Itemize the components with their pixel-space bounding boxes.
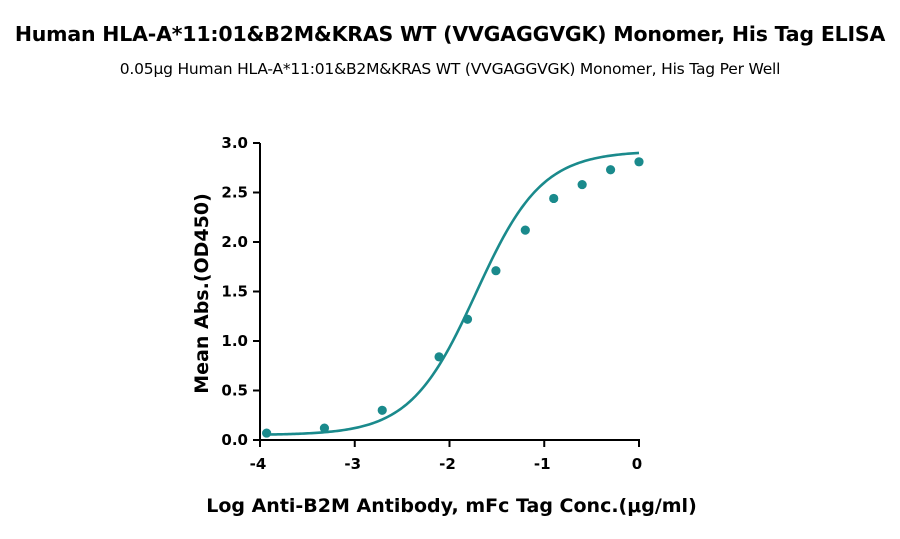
data-point bbox=[549, 193, 559, 204]
data-point bbox=[262, 428, 272, 438]
data-point bbox=[634, 157, 644, 167]
data-points bbox=[262, 157, 644, 438]
y-tick-label: 2.0 bbox=[221, 233, 248, 251]
y-tick-label: 3.0 bbox=[221, 134, 248, 152]
x-tick-label: -4 bbox=[250, 455, 267, 473]
x-ticks: -4 -3 -2 -1 0 bbox=[250, 440, 642, 473]
y-tick-label: 2.5 bbox=[221, 184, 248, 202]
data-point bbox=[377, 405, 387, 415]
y-axis-label: Mean Abs.(OD450) bbox=[191, 193, 213, 394]
y-tick-label: 1.5 bbox=[221, 283, 248, 301]
data-point bbox=[577, 179, 587, 190]
x-tick-label: -3 bbox=[344, 455, 361, 473]
x-tick-label: -1 bbox=[534, 455, 551, 473]
chart-title: Human HLA-A*11:01&B2M&KRAS WT (VVGAGGVGK… bbox=[14, 22, 886, 46]
x-axis-label: Log Anti-B2M Antibody, mFc Tag Conc.(μg/… bbox=[206, 495, 697, 517]
data-point bbox=[520, 225, 530, 235]
data-point bbox=[491, 266, 501, 276]
data-point bbox=[462, 314, 473, 324]
data-point bbox=[434, 352, 444, 362]
y-tick-label: 0.5 bbox=[221, 382, 248, 400]
y-tick-label: 1.0 bbox=[221, 332, 248, 350]
chart-subtitle: 0.05μg Human HLA-A*11:01&B2M&KRAS WT (VV… bbox=[119, 60, 781, 78]
x-tick-label: -2 bbox=[439, 455, 456, 473]
fit-curve bbox=[266, 151, 640, 436]
y-ticks: 0.0 0.5 1.0 1.5 2.0 2.5 3.0 bbox=[221, 134, 260, 449]
data-point bbox=[319, 423, 330, 433]
y-tick-label: 0.0 bbox=[221, 431, 248, 449]
data-point bbox=[605, 165, 616, 175]
x-tick-label: 0 bbox=[632, 455, 642, 473]
